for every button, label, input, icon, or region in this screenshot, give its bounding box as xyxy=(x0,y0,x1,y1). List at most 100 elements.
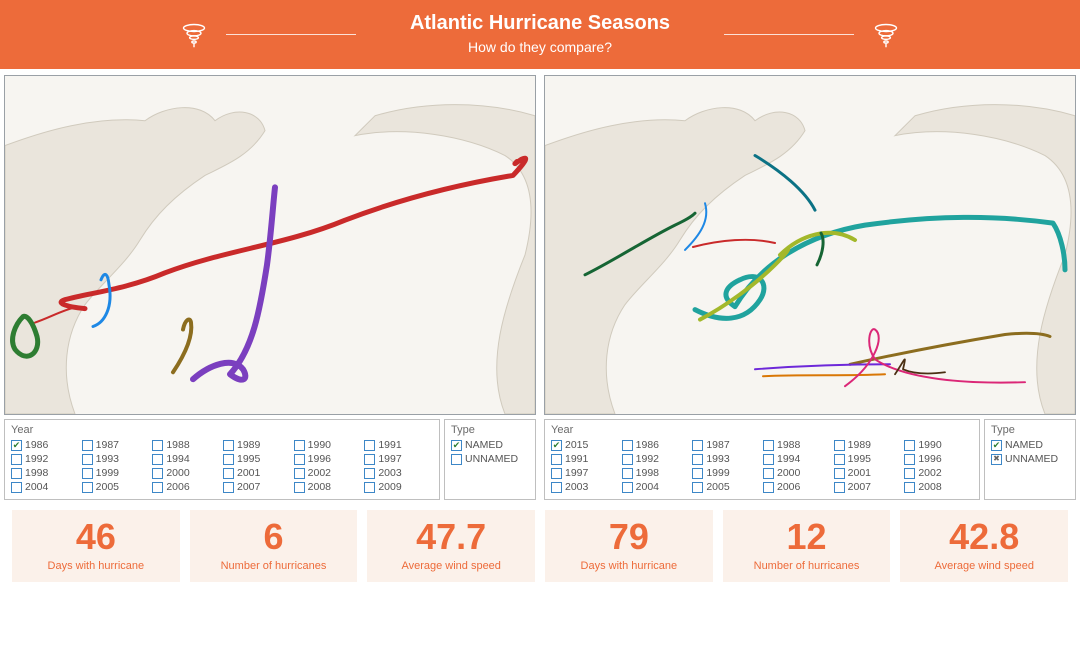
checkbox-icon[interactable] xyxy=(904,468,915,479)
filter-option[interactable]: 1998 xyxy=(622,467,691,479)
filter-option[interactable]: 2005 xyxy=(692,481,761,493)
checkbox-icon[interactable] xyxy=(364,454,375,465)
checkbox-icon[interactable] xyxy=(692,440,703,451)
filter-option[interactable]: 1987 xyxy=(82,439,151,451)
checkbox-icon[interactable] xyxy=(622,482,633,493)
filter-option[interactable]: 2000 xyxy=(152,467,221,479)
checkbox-icon[interactable] xyxy=(904,454,915,465)
checkbox-icon[interactable] xyxy=(551,440,562,451)
checkbox-icon[interactable] xyxy=(551,482,562,493)
filter-option[interactable]: 1995 xyxy=(223,453,292,465)
checkbox-icon[interactable] xyxy=(294,440,305,451)
checkbox-icon[interactable] xyxy=(763,482,774,493)
filter-option[interactable]: 2005 xyxy=(82,481,151,493)
filter-option[interactable]: 2006 xyxy=(152,481,221,493)
filter-option[interactable]: 2008 xyxy=(904,481,973,493)
filter-option[interactable]: 1991 xyxy=(551,453,620,465)
filter-option[interactable]: 1988 xyxy=(152,439,221,451)
checkbox-icon[interactable] xyxy=(294,468,305,479)
filter-option[interactable]: 1991 xyxy=(364,439,433,451)
filter-option[interactable]: 1994 xyxy=(763,453,832,465)
checkbox-icon[interactable] xyxy=(763,454,774,465)
checkbox-icon[interactable] xyxy=(692,454,703,465)
checkbox-icon[interactable] xyxy=(152,454,163,465)
checkbox-icon[interactable] xyxy=(223,468,234,479)
checkbox-icon[interactable] xyxy=(223,454,234,465)
checkbox-icon[interactable] xyxy=(622,454,633,465)
checkbox-icon[interactable] xyxy=(834,468,845,479)
filter-option[interactable]: 2003 xyxy=(551,481,620,493)
filter-option[interactable]: 2004 xyxy=(11,481,80,493)
checkbox-icon[interactable] xyxy=(692,468,703,479)
checkbox-icon[interactable] xyxy=(763,440,774,451)
checkbox-icon[interactable] xyxy=(152,468,163,479)
checkbox-icon[interactable] xyxy=(11,440,22,451)
filter-option[interactable]: 1996 xyxy=(294,453,363,465)
filter-option[interactable]: UNNAMED xyxy=(451,453,529,465)
filter-option[interactable]: 1990 xyxy=(904,439,973,451)
checkbox-icon[interactable] xyxy=(451,440,462,451)
checkbox-icon[interactable] xyxy=(11,468,22,479)
filter-option[interactable]: 2007 xyxy=(834,481,903,493)
filter-option[interactable]: 2004 xyxy=(622,481,691,493)
filter-option[interactable]: 1990 xyxy=(294,439,363,451)
filter-option[interactable]: 2002 xyxy=(904,467,973,479)
filter-option[interactable]: 1997 xyxy=(364,453,433,465)
filter-option[interactable]: 1987 xyxy=(692,439,761,451)
filter-option[interactable]: 1988 xyxy=(763,439,832,451)
checkbox-icon[interactable] xyxy=(152,482,163,493)
filter-option[interactable]: 2015 xyxy=(551,439,620,451)
filter-option[interactable]: 1986 xyxy=(622,439,691,451)
filter-option[interactable]: 1992 xyxy=(11,453,80,465)
checkbox-icon[interactable] xyxy=(223,482,234,493)
checkbox-icon[interactable] xyxy=(692,482,703,493)
checkbox-icon[interactable] xyxy=(904,440,915,451)
checkbox-icon[interactable] xyxy=(991,440,1002,451)
checkbox-icon[interactable] xyxy=(551,454,562,465)
filter-option[interactable]: 2001 xyxy=(834,467,903,479)
filter-option[interactable]: NAMED xyxy=(451,439,529,451)
map-right[interactable] xyxy=(544,75,1076,415)
checkbox-icon[interactable] xyxy=(152,440,163,451)
checkbox-icon[interactable] xyxy=(763,468,774,479)
checkbox-icon[interactable] xyxy=(82,468,93,479)
checkbox-icon[interactable] xyxy=(364,468,375,479)
filter-option[interactable]: 1994 xyxy=(152,453,221,465)
filter-option[interactable]: 2009 xyxy=(364,481,433,493)
checkbox-icon[interactable] xyxy=(622,468,633,479)
filter-option[interactable]: NAMED xyxy=(991,439,1069,451)
filter-option[interactable]: 1993 xyxy=(82,453,151,465)
checkbox-icon[interactable] xyxy=(294,482,305,493)
filter-option[interactable]: 2006 xyxy=(763,481,832,493)
map-left[interactable] xyxy=(4,75,536,415)
checkbox-icon[interactable] xyxy=(451,454,462,465)
filter-option[interactable]: 1989 xyxy=(834,439,903,451)
checkbox-icon[interactable] xyxy=(82,440,93,451)
filter-option[interactable]: 1997 xyxy=(551,467,620,479)
checkbox-icon[interactable] xyxy=(551,468,562,479)
checkbox-icon[interactable] xyxy=(11,482,22,493)
checkbox-icon[interactable] xyxy=(223,440,234,451)
filter-option[interactable]: 2007 xyxy=(223,481,292,493)
checkbox-icon[interactable] xyxy=(82,454,93,465)
filter-option[interactable]: 2002 xyxy=(294,467,363,479)
filter-option[interactable]: 1999 xyxy=(692,467,761,479)
filter-option[interactable]: 1989 xyxy=(223,439,292,451)
checkbox-icon[interactable] xyxy=(622,440,633,451)
filter-option[interactable]: 2000 xyxy=(763,467,832,479)
filter-option[interactable]: UNNAMED xyxy=(991,453,1069,465)
checkbox-icon[interactable] xyxy=(11,454,22,465)
checkbox-icon[interactable] xyxy=(294,454,305,465)
checkbox-icon[interactable] xyxy=(991,454,1002,465)
filter-option[interactable]: 1992 xyxy=(622,453,691,465)
filter-option[interactable]: 2003 xyxy=(364,467,433,479)
filter-option[interactable]: 1993 xyxy=(692,453,761,465)
filter-option[interactable]: 1986 xyxy=(11,439,80,451)
checkbox-icon[interactable] xyxy=(364,440,375,451)
checkbox-icon[interactable] xyxy=(834,440,845,451)
checkbox-icon[interactable] xyxy=(904,482,915,493)
filter-option[interactable]: 1999 xyxy=(82,467,151,479)
filter-option[interactable]: 2008 xyxy=(294,481,363,493)
filter-option[interactable]: 1996 xyxy=(904,453,973,465)
checkbox-icon[interactable] xyxy=(364,482,375,493)
